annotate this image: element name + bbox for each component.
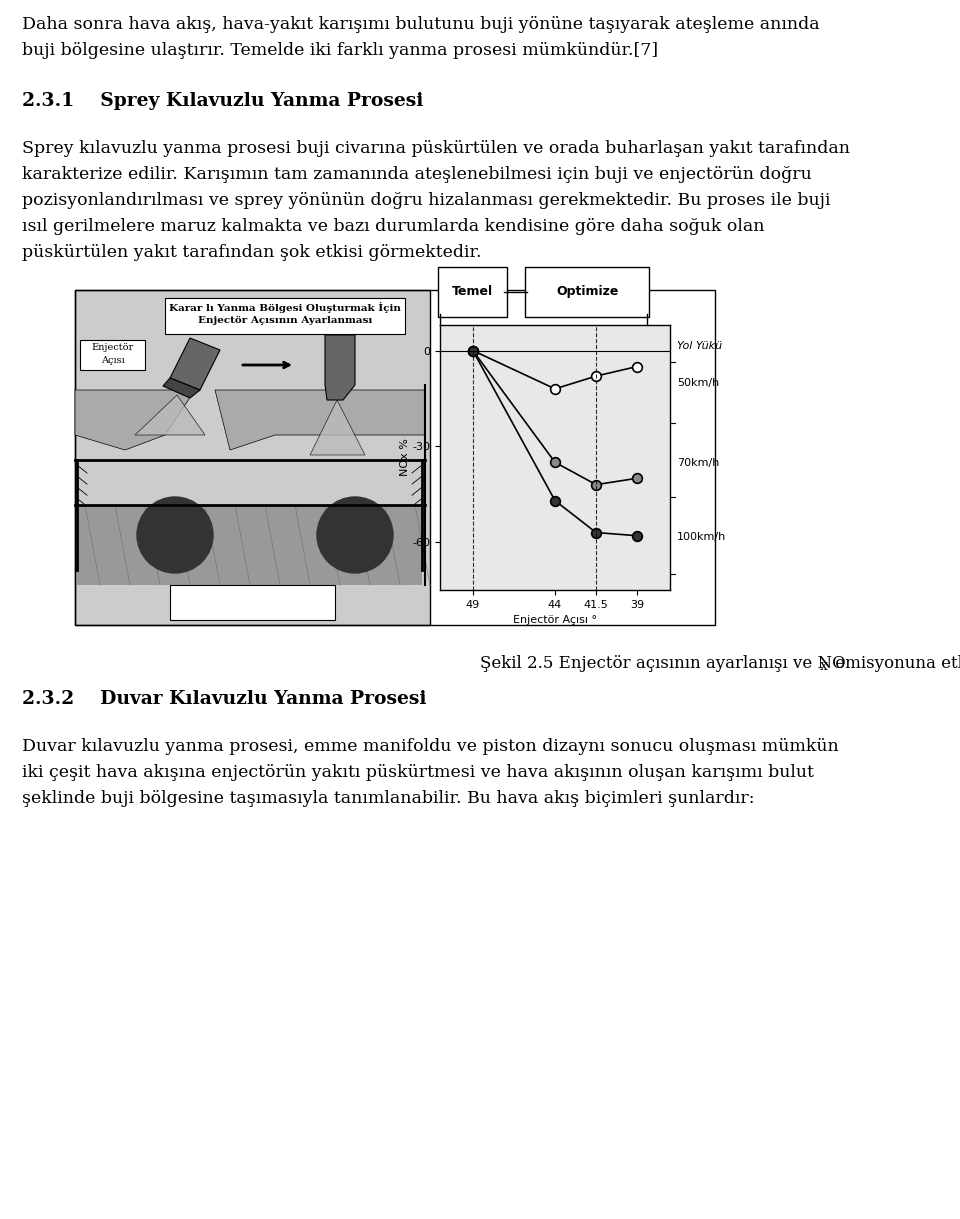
Text: püskürtülen yakıt tarafından şok etkisi görmektedir.: püskürtülen yakıt tarafından şok etkisi … [22, 244, 482, 261]
Polygon shape [170, 338, 220, 390]
Text: Temel: Temel [451, 285, 492, 299]
Bar [165, 297, 405, 334]
Text: iki çeşit hava akışına enjectörün yakıtı püskürtmesi ve hava akışının oluşan kar: iki çeşit hava akışına enjectörün yakıtı… [22, 764, 814, 781]
Circle shape [137, 497, 213, 573]
Text: emisyonuna etkisi[5]: emisyonuna etkisi[5] [830, 655, 960, 672]
X-axis label: Enjectör Açısı °: Enjectör Açısı ° [513, 616, 597, 625]
Bar [75, 290, 430, 625]
Text: Daha sonra hava akış, hava-yakıt karışımı bulutunu buji yönüne taşıyarak ateşlem: Daha sonra hava akış, hava-yakıt karışım… [22, 16, 820, 33]
Text: şeklinde buji bölgesine taşımasıyla tanımlanabilir. Bu hava akış biçimleri şunla: şeklinde buji bölgesine taşımasıyla tanı… [22, 790, 755, 807]
FancyBboxPatch shape [525, 267, 649, 317]
Text: Optimize: Optimize [556, 285, 618, 299]
Text: Açısı: Açısı [101, 356, 125, 364]
Text: buji bölgesine ulaştırır. Temelde iki farklı yanma prosesi mümkündür.[7]: buji bölgesine ulaştırır. Temelde iki fa… [22, 41, 659, 59]
Text: Enjeksiyon Zamanının: Enjeksiyon Zamanının [194, 589, 311, 599]
Text: Duvar kılavuzlu yanma prosesi, emme manifoldu ve piston dizaynı sonucu oluşması : Duvar kılavuzlu yanma prosesi, emme mani… [22, 737, 839, 755]
Text: Sprey kılavuzlu yanma prosesi buji civarına püskürtülen ve orada buharlaşan yakı: Sprey kılavuzlu yanma prosesi buji civar… [22, 140, 850, 157]
Text: 2.3.1    Sprey Kılavuzlu Yanma Prosesi: 2.3.1 Sprey Kılavuzlu Yanma Prosesi [22, 91, 423, 110]
Bar [75, 290, 715, 625]
Text: x: x [820, 659, 828, 673]
Text: Şekil 2.5 Enjectör açısının ayarlanışı ve NO: Şekil 2.5 Enjectör açısının ayarlanışı v… [480, 655, 846, 672]
Bar [170, 585, 335, 620]
Text: ısıl gerilmelere maruz kalmakta ve bazı durumlarda kendisine göre daha soğuk ola: ısıl gerilmelere maruz kalmakta ve bazı … [22, 218, 764, 235]
Polygon shape [215, 390, 425, 450]
Text: Yol Yükü: Yol Yükü [677, 341, 722, 351]
Text: Karar lı Yanma Bölgesi Oluşturmak İçin: Karar lı Yanma Bölgesi Oluşturmak İçin [169, 302, 401, 313]
Polygon shape [75, 390, 195, 450]
Bar [77, 505, 422, 585]
Text: Artımı: Artımı [236, 603, 269, 612]
Polygon shape [310, 400, 365, 455]
FancyBboxPatch shape [438, 267, 507, 317]
Polygon shape [163, 378, 200, 397]
Text: 2.3.2    Duvar Kılavuzlu Yanma Prosesi: 2.3.2 Duvar Kılavuzlu Yanma Prosesi [22, 690, 426, 708]
Polygon shape [325, 335, 355, 400]
Polygon shape [135, 395, 205, 435]
Circle shape [317, 497, 393, 573]
Y-axis label: NOx %: NOx % [399, 439, 410, 477]
Text: 100km/h: 100km/h [677, 531, 726, 542]
Text: Enjectör: Enjectör [91, 343, 133, 352]
Text: 70km/h: 70km/h [677, 458, 719, 468]
Bar [80, 340, 145, 371]
Text: pozisyonlandırılması ve sprey yönünün doğru hizalanması gerekmektedir. Bu proses: pozisyonlandırılması ve sprey yönünün do… [22, 193, 830, 208]
Text: karakterize edilir. Karışımın tam zamanında ateşlenebilmesi için buji ve enjectö: karakterize edilir. Karışımın tam zamanı… [22, 166, 812, 183]
Text: 50km/h: 50km/h [677, 378, 719, 389]
Text: Enjectör Açısının Ayarlanması: Enjectör Açısının Ayarlanması [198, 316, 372, 325]
